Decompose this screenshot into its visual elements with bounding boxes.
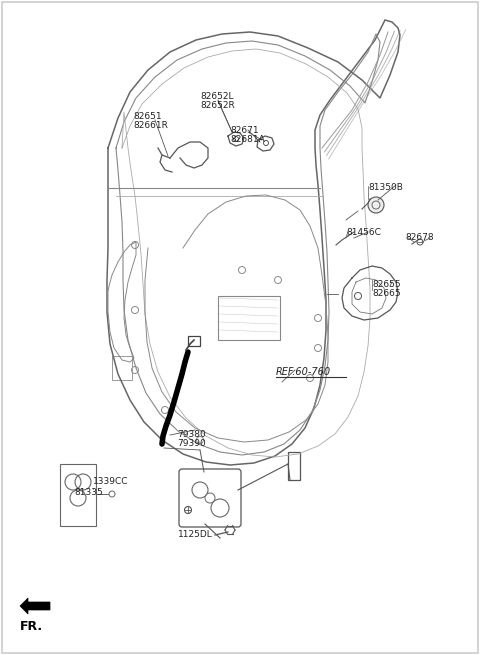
Text: 82651: 82651	[133, 112, 162, 121]
Text: 82652R: 82652R	[200, 101, 235, 110]
Text: 82652L: 82652L	[200, 92, 233, 101]
Text: 82678: 82678	[405, 233, 433, 242]
Text: 81335: 81335	[74, 488, 103, 497]
Bar	[218, 296, 280, 340]
Text: 82661R: 82661R	[133, 121, 168, 130]
Bar	[112, 356, 132, 380]
Text: 82665: 82665	[372, 289, 401, 298]
Text: 81456C: 81456C	[346, 228, 381, 237]
Text: 82655: 82655	[372, 280, 401, 289]
Text: 82671: 82671	[230, 126, 259, 135]
Text: 79380: 79380	[177, 430, 206, 439]
Text: FR.: FR.	[20, 620, 43, 633]
Bar	[188, 336, 200, 346]
Text: 81350B: 81350B	[368, 183, 403, 192]
Text: 82681A: 82681A	[230, 135, 265, 144]
Text: 79390: 79390	[177, 439, 206, 448]
Bar	[288, 452, 300, 480]
Text: 1339CC: 1339CC	[93, 477, 129, 486]
Polygon shape	[20, 598, 50, 614]
Bar	[60, 464, 96, 526]
Text: REF.60-760: REF.60-760	[276, 367, 331, 377]
Text: 1125DL: 1125DL	[178, 530, 213, 539]
Circle shape	[368, 197, 384, 213]
